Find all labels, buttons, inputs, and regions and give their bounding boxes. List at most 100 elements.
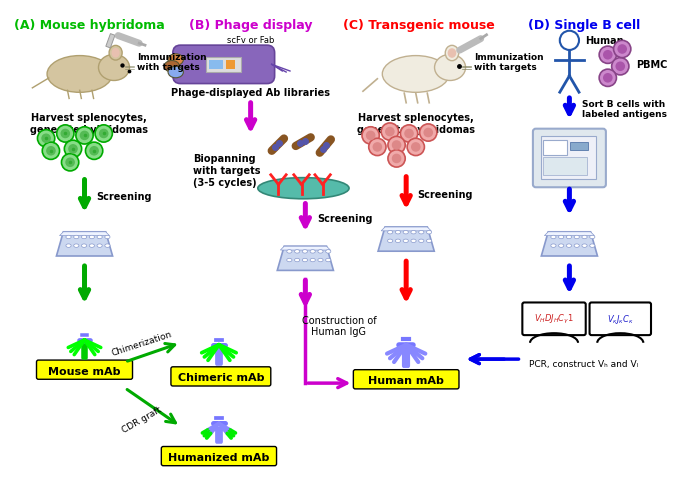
Ellipse shape <box>310 250 315 254</box>
Ellipse shape <box>82 236 87 239</box>
Ellipse shape <box>411 231 416 234</box>
Polygon shape <box>545 232 595 236</box>
Text: (C) Transgenic mouse: (C) Transgenic mouse <box>342 19 495 32</box>
Circle shape <box>603 51 612 60</box>
Ellipse shape <box>419 240 424 243</box>
Ellipse shape <box>66 236 71 239</box>
Ellipse shape <box>427 231 432 234</box>
Ellipse shape <box>47 57 112 93</box>
Text: Humanized mAb: Humanized mAb <box>169 452 270 462</box>
Circle shape <box>388 151 406 168</box>
Ellipse shape <box>105 236 110 239</box>
Text: Immunization
with targets: Immunization with targets <box>137 53 207 72</box>
Circle shape <box>392 154 401 164</box>
Polygon shape <box>378 227 434 252</box>
Circle shape <box>95 125 112 143</box>
Ellipse shape <box>411 240 416 243</box>
Bar <box>540 137 596 179</box>
Polygon shape <box>60 232 110 236</box>
Text: Mouse mAb: Mouse mAb <box>48 366 121 376</box>
Bar <box>106 34 115 49</box>
Ellipse shape <box>105 244 110 248</box>
Ellipse shape <box>74 244 79 248</box>
FancyBboxPatch shape <box>173 46 275 84</box>
Ellipse shape <box>318 250 323 254</box>
Ellipse shape <box>97 244 102 248</box>
Ellipse shape <box>295 259 300 262</box>
Text: Immunization
with targets: Immunization with targets <box>474 53 544 72</box>
Ellipse shape <box>287 259 292 262</box>
Ellipse shape <box>258 178 349 199</box>
Circle shape <box>420 124 437 142</box>
Circle shape <box>64 141 82 158</box>
Ellipse shape <box>395 240 401 243</box>
Ellipse shape <box>551 236 556 239</box>
Ellipse shape <box>434 55 466 81</box>
Ellipse shape <box>168 67 184 78</box>
FancyBboxPatch shape <box>523 303 586 335</box>
Circle shape <box>373 143 382 152</box>
Circle shape <box>407 139 425 156</box>
Text: $V_H DJ_H C_{\gamma}1$: $V_H DJ_H C_{\gamma}1$ <box>534 313 574 326</box>
Ellipse shape <box>447 49 456 59</box>
FancyBboxPatch shape <box>36 360 132 379</box>
FancyBboxPatch shape <box>171 367 271 386</box>
Circle shape <box>599 47 616 64</box>
Text: Screening: Screening <box>96 192 151 201</box>
Ellipse shape <box>427 240 432 243</box>
Ellipse shape <box>590 236 595 239</box>
Circle shape <box>411 143 421 152</box>
Text: Phage-displayed Ab libraries: Phage-displayed Ab libraries <box>171 88 330 98</box>
Polygon shape <box>277 247 334 271</box>
Bar <box>210 60 223 70</box>
Circle shape <box>382 124 399 141</box>
Ellipse shape <box>325 259 331 262</box>
Ellipse shape <box>302 250 308 254</box>
Ellipse shape <box>109 46 122 61</box>
Ellipse shape <box>445 46 459 61</box>
Circle shape <box>423 128 433 138</box>
Circle shape <box>616 62 625 72</box>
Ellipse shape <box>558 236 564 239</box>
Ellipse shape <box>295 250 300 254</box>
Polygon shape <box>56 232 112 257</box>
FancyBboxPatch shape <box>162 447 277 466</box>
Ellipse shape <box>99 55 129 81</box>
Circle shape <box>46 147 55 156</box>
Ellipse shape <box>164 61 179 73</box>
Ellipse shape <box>89 236 95 239</box>
Ellipse shape <box>574 236 580 239</box>
Text: CDR graft: CDR graft <box>121 404 164 434</box>
Circle shape <box>603 74 612 83</box>
Ellipse shape <box>566 236 571 239</box>
Circle shape <box>99 129 108 139</box>
FancyBboxPatch shape <box>590 303 651 335</box>
Circle shape <box>392 141 401 151</box>
Ellipse shape <box>551 244 556 248</box>
Text: Screening: Screening <box>418 190 473 199</box>
Polygon shape <box>381 227 431 231</box>
Ellipse shape <box>388 231 393 234</box>
Text: Harvest splenocytes,
generate hybridomas: Harvest splenocytes, generate hybridomas <box>357 113 475 135</box>
Circle shape <box>86 143 103 160</box>
Ellipse shape <box>310 259 315 262</box>
Circle shape <box>388 137 406 154</box>
Ellipse shape <box>590 244 595 248</box>
FancyBboxPatch shape <box>533 129 606 188</box>
Ellipse shape <box>325 250 331 254</box>
Ellipse shape <box>287 250 292 254</box>
Ellipse shape <box>74 236 79 239</box>
Circle shape <box>617 45 627 55</box>
Ellipse shape <box>395 231 401 234</box>
Ellipse shape <box>302 259 308 262</box>
Circle shape <box>65 158 75 168</box>
Circle shape <box>401 125 418 143</box>
Text: Human: Human <box>585 36 623 46</box>
Ellipse shape <box>574 244 580 248</box>
Ellipse shape <box>582 236 587 239</box>
Bar <box>206 58 241 73</box>
Text: (B) Phage display: (B) Phage display <box>189 19 312 32</box>
Circle shape <box>599 70 616 87</box>
Ellipse shape <box>97 236 102 239</box>
Text: Human mAb: Human mAb <box>369 376 444 385</box>
